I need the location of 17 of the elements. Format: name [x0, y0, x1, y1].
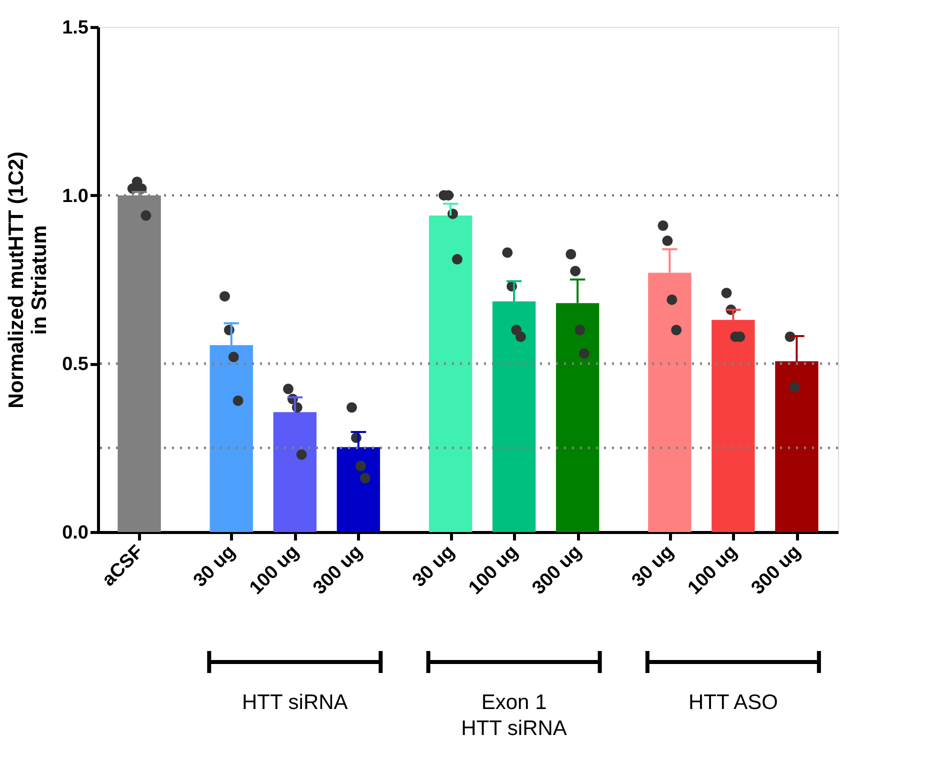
- x-tick-label: 300 ug: [309, 541, 367, 599]
- x-tick-label: 300 ug: [748, 541, 805, 599]
- y-tick-label: 1.0: [62, 186, 88, 207]
- x-tick-label: 100 ug: [464, 541, 522, 599]
- y-tick-label: 1.5: [62, 18, 89, 38]
- text: HTT ASO: [688, 691, 778, 714]
- x-tick-label: 300 ug: [528, 541, 586, 599]
- x-tick-label: 100 ug: [684, 541, 742, 599]
- text: Exon 1 HTT siRNA: [461, 691, 567, 740]
- x-tick-label: 100 ug: [246, 541, 304, 599]
- x-tick-label: 30 ug: [408, 541, 459, 592]
- y-axis-title: Normalized mutHTT (1C2) in Striatum: [5, 152, 52, 408]
- x-tick-label: 30 ug: [190, 541, 240, 592]
- y-tick-label: 0.5: [62, 354, 89, 376]
- text: HTT siRNA: [242, 691, 348, 714]
- y-tick-label: 0.0: [62, 522, 88, 544]
- x-tick-label: 30 ug: [628, 541, 678, 592]
